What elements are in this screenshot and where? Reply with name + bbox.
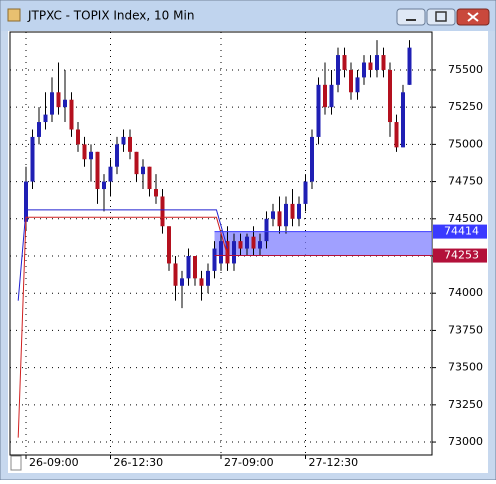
candle-body — [375, 55, 379, 70]
y-tick-label: 74000 — [448, 286, 483, 299]
candle-body — [56, 92, 61, 108]
candle-body — [95, 151, 100, 190]
candle-body — [329, 84, 334, 108]
candle-body — [206, 270, 210, 286]
candle-body — [355, 77, 360, 93]
y-tick-label: 73000 — [448, 435, 483, 448]
candle-body — [160, 196, 165, 227]
candle-body — [76, 129, 80, 145]
candle-body — [212, 248, 217, 271]
candle-body — [258, 241, 262, 249]
level-label-box — [433, 248, 487, 263]
close-icon — [467, 12, 479, 22]
candle-body — [349, 69, 353, 93]
candle-body — [43, 114, 48, 123]
candle-body — [63, 99, 67, 108]
candle-body — [82, 144, 87, 160]
candle-body — [362, 62, 366, 78]
y-tick-label: 74750 — [448, 175, 483, 188]
candle-body — [336, 55, 340, 85]
y-tick-label: 73500 — [448, 361, 483, 374]
candle-body — [251, 236, 256, 249]
candle-body — [134, 151, 139, 175]
candle-body — [173, 263, 178, 286]
window-title: JTPXC - TOPIX Index, 10 Min — [27, 9, 194, 23]
candle-body — [30, 136, 35, 182]
candle-body — [167, 226, 171, 264]
scroll-handle[interactable] — [10, 455, 22, 471]
y-tick-label: 75250 — [448, 100, 483, 113]
candle-body — [69, 99, 74, 130]
candle-body — [225, 241, 230, 264]
candle-body — [401, 92, 405, 148]
candle-body — [193, 256, 197, 279]
minimize-button[interactable] — [396, 8, 426, 26]
candle-body — [407, 47, 412, 85]
candle-body — [102, 181, 106, 190]
candle-body — [238, 241, 243, 249]
maximize-button[interactable] — [426, 8, 456, 26]
x-tick-label: 27-12:30 — [309, 456, 359, 469]
candle-body — [271, 211, 275, 219]
candle-body — [219, 241, 223, 264]
candle-body — [297, 203, 301, 219]
y-tick-label: 75000 — [448, 137, 483, 150]
candle-body — [245, 236, 249, 249]
indicator-line — [17, 209, 228, 301]
candle-body — [141, 166, 145, 175]
candle-body — [121, 136, 126, 145]
candle-body — [147, 166, 152, 190]
y-tick-label: 75500 — [448, 63, 483, 76]
candle-body — [232, 241, 236, 264]
indicator-line — [17, 216, 228, 438]
window-controls — [396, 8, 490, 26]
candle-body — [37, 122, 41, 137]
level-label: 74253 — [444, 249, 479, 262]
candle-body — [199, 278, 204, 286]
candle-body — [50, 92, 54, 115]
candle-body — [186, 256, 191, 279]
candle-body — [342, 55, 347, 70]
level-band — [214, 231, 432, 256]
candle-body — [290, 203, 295, 219]
candle-body — [154, 189, 158, 197]
y-tick-label: 73750 — [448, 323, 483, 336]
x-tick-label: 26-12:30 — [114, 456, 164, 469]
candle-body — [316, 84, 321, 137]
maximize-icon — [435, 11, 447, 22]
candle-body — [394, 122, 399, 148]
x-tick-label: 27-09:00 — [224, 456, 274, 469]
candle-body — [108, 166, 113, 182]
app-icon — [7, 8, 21, 22]
level-label-box — [433, 224, 487, 239]
candle-body — [310, 136, 314, 182]
candle-body — [388, 69, 392, 123]
candle-body — [115, 144, 119, 167]
candle-body — [180, 278, 184, 286]
x-tick-label: 26-09:00 — [29, 456, 79, 469]
candle-body — [128, 136, 132, 152]
y-tick-label: 74500 — [448, 212, 483, 225]
candle-body — [24, 181, 28, 222]
candle-body — [89, 151, 93, 160]
candle-body — [368, 62, 373, 70]
level-label: 74414 — [444, 225, 479, 238]
y-tick-label: 73250 — [448, 398, 483, 411]
candle-body — [264, 218, 269, 242]
candle-body — [323, 84, 327, 108]
candle-body — [303, 181, 308, 204]
candle-body — [277, 211, 282, 227]
candle-body — [284, 203, 288, 227]
candle-body — [381, 55, 386, 70]
